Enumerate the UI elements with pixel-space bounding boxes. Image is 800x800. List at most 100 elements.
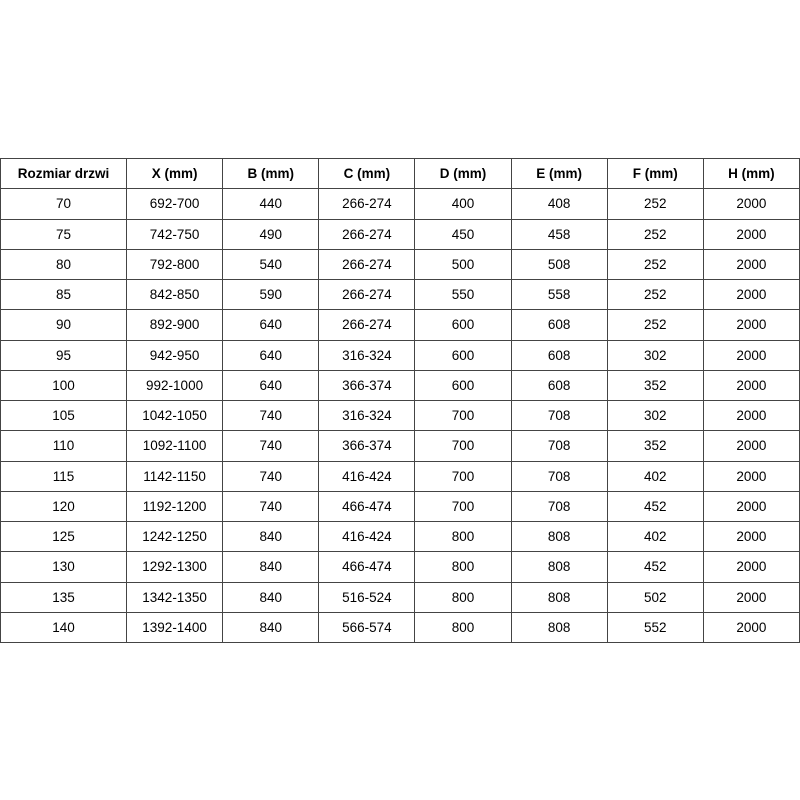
table-cell: 130	[0, 551, 127, 583]
table-cell: 840	[222, 520, 320, 553]
header-x: X (mm)	[125, 157, 224, 190]
table-cell: 266-274	[318, 309, 416, 341]
table-row: 130 1292-1300 840 466-474 800 808 452 2000	[0, 551, 800, 583]
table-cell: 892-900	[125, 309, 224, 341]
table-cell: 458	[510, 218, 608, 250]
table-cell: 466-474	[318, 551, 416, 583]
table-cell: 740	[222, 490, 320, 523]
table-cell: 135	[0, 581, 127, 613]
table-cell: 800	[414, 520, 512, 553]
table-cell: 80	[0, 248, 127, 281]
table-cell: 352	[606, 430, 704, 462]
table-cell: 2000	[702, 369, 800, 402]
table-cell: 708	[510, 490, 608, 523]
table-cell: 352	[606, 369, 704, 402]
table-cell: 740	[222, 460, 320, 492]
table-cell: 792-800	[125, 248, 224, 281]
header-d: D (mm)	[414, 157, 512, 190]
table-row: 110 1092-1100 740 366-374 700 708 352 2000	[0, 430, 800, 462]
table-cell: 1242-1250	[125, 520, 224, 553]
table-cell: 840	[222, 611, 320, 644]
table-cell: 440	[222, 188, 320, 220]
table-cell: 600	[414, 339, 512, 371]
table-cell: 500	[414, 248, 512, 281]
table-cell: 942-950	[125, 339, 224, 371]
table-cell: 640	[222, 369, 320, 402]
table-cell: 266-274	[318, 278, 416, 311]
table-cell: 252	[606, 278, 704, 311]
table-cell: 1092-1100	[125, 430, 224, 462]
table-cell: 708	[510, 430, 608, 462]
table-row: 95 942-950 640 316-324 600 608 302 2000	[0, 339, 800, 371]
table-cell: 105	[0, 399, 127, 432]
table-cell: 115	[0, 460, 127, 492]
table-cell: 2000	[702, 218, 800, 250]
table-row: 115 1142-1150 740 416-424 700 708 402 2000	[0, 460, 800, 492]
table-cell: 508	[510, 248, 608, 281]
table-cell: 1392-1400	[125, 611, 224, 644]
table-cell: 808	[510, 581, 608, 613]
table-cell: 416-424	[318, 460, 416, 492]
table-cell: 252	[606, 309, 704, 341]
table-cell: 2000	[702, 460, 800, 492]
table-cell: 95	[0, 339, 127, 371]
table-cell: 2000	[702, 490, 800, 523]
table-cell: 550	[414, 278, 512, 311]
table-cell: 402	[606, 460, 704, 492]
table-cell: 2000	[702, 611, 800, 644]
table-cell: 85	[0, 278, 127, 311]
table-row: 70 692-700 440 266-274 400 408 252 2000	[0, 188, 800, 220]
table-cell: 1342-1350	[125, 581, 224, 613]
table-cell: 266-274	[318, 218, 416, 250]
table-cell: 558	[510, 278, 608, 311]
table-cell: 1192-1200	[125, 490, 224, 523]
table-cell: 402	[606, 520, 704, 553]
table-cell: 808	[510, 520, 608, 553]
table-cell: 708	[510, 460, 608, 492]
table-cell: 75	[0, 218, 127, 250]
table-cell: 808	[510, 611, 608, 644]
table-cell: 366-374	[318, 430, 416, 462]
table-cell: 125	[0, 520, 127, 553]
table-cell: 742-750	[125, 218, 224, 250]
table-cell: 700	[414, 460, 512, 492]
table-cell: 800	[414, 611, 512, 644]
table-cell: 366-374	[318, 369, 416, 402]
table-row: 120 1192-1200 740 466-474 700 708 452 2000	[0, 490, 800, 523]
header-row: Rozmiar drzwi X (mm) B (mm) C (mm) D (mm…	[0, 157, 800, 190]
table-cell: 800	[414, 551, 512, 583]
table-cell: 452	[606, 490, 704, 523]
table-cell: 1042-1050	[125, 399, 224, 432]
table-cell: 2000	[702, 248, 800, 281]
table-cell: 700	[414, 399, 512, 432]
table-cell: 400	[414, 188, 512, 220]
table-cell: 316-324	[318, 339, 416, 371]
table-cell: 302	[606, 399, 704, 432]
table-cell: 740	[222, 399, 320, 432]
table-cell: 2000	[702, 339, 800, 371]
table-row: 105 1042-1050 740 316-324 700 708 302 2000	[0, 399, 800, 432]
header-b: B (mm)	[222, 157, 320, 190]
table-cell: 700	[414, 490, 512, 523]
table-cell: 840	[222, 551, 320, 583]
table-cell: 1292-1300	[125, 551, 224, 583]
table-cell: 600	[414, 309, 512, 341]
header-door-size: Rozmiar drzwi	[0, 157, 127, 190]
table-row: 90 892-900 640 266-274 600 608 252 2000	[0, 309, 800, 341]
table-cell: 416-424	[318, 520, 416, 553]
table-cell: 1142-1150	[125, 460, 224, 492]
table-row: 135 1342-1350 840 516-524 800 808 502 2000	[0, 581, 800, 613]
table-cell: 2000	[702, 188, 800, 220]
table-cell: 740	[222, 430, 320, 462]
table-cell: 590	[222, 278, 320, 311]
table-cell: 2000	[702, 278, 800, 311]
table-row: 85 842-850 590 266-274 550 558 252 2000	[0, 278, 800, 311]
table-cell: 2000	[702, 581, 800, 613]
table-cell: 266-274	[318, 248, 416, 281]
table-cell: 452	[606, 551, 704, 583]
table-cell: 502	[606, 581, 704, 613]
table-cell: 408	[510, 188, 608, 220]
table-cell: 140	[0, 611, 127, 644]
table-cell: 302	[606, 339, 704, 371]
table-cell: 708	[510, 399, 608, 432]
